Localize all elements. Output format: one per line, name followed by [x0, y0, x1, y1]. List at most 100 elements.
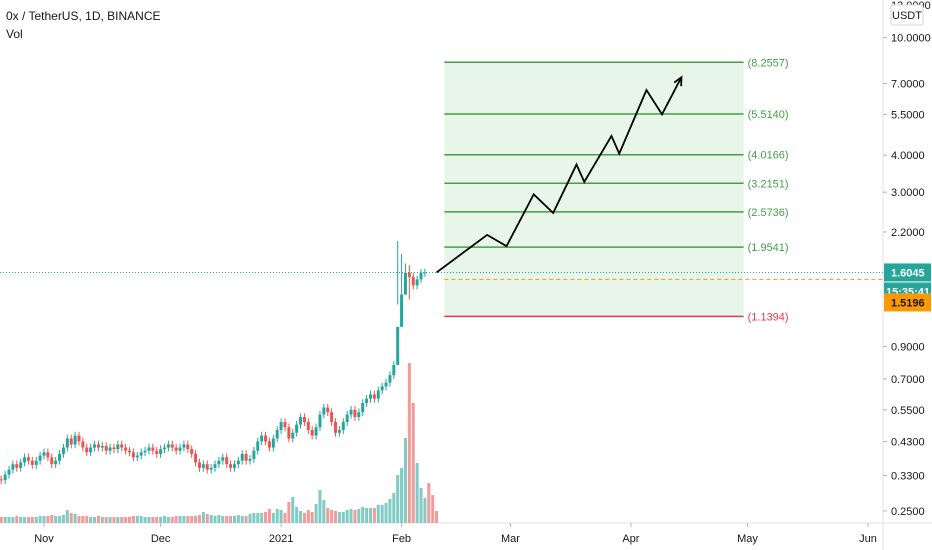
volume-bar [435, 511, 439, 523]
volume-bar [69, 513, 73, 523]
candle-body [77, 435, 81, 442]
projection-polyline [436, 76, 683, 274]
volume-bar [93, 517, 97, 523]
volume-bar [174, 516, 178, 523]
volume-bar [248, 514, 252, 523]
candle-body [124, 447, 128, 451]
volume-bar [252, 513, 256, 523]
currency-badge[interactable] [890, 4, 924, 26]
candle-body [190, 449, 194, 454]
volume-bar [124, 517, 128, 523]
candle-body [388, 375, 392, 383]
volume-bar [151, 517, 155, 523]
candle-body [96, 444, 100, 448]
volume-bar [291, 497, 295, 523]
volume-bar [112, 517, 116, 523]
volume-bar [388, 499, 392, 523]
volume-bar [104, 517, 108, 523]
candle-body [419, 272, 423, 280]
volume-bar [326, 508, 330, 523]
volume-bar [201, 512, 205, 523]
volume-bar [85, 516, 89, 523]
time-tick-label: Dec [151, 533, 171, 545]
candle-body [128, 450, 132, 453]
volume-bar [162, 516, 166, 523]
stop-level-label: (1.1394) [748, 311, 789, 323]
price-tick-label: 10.0000 [891, 33, 931, 45]
volume-bar [415, 463, 419, 523]
volume-bar [128, 517, 132, 523]
volume-bar [15, 516, 19, 523]
volume-bar [100, 517, 104, 523]
candle-body [135, 455, 139, 458]
symbol-title[interactable]: 0x / TetherUS, 1D, BINANCE [6, 9, 161, 23]
volume-bar [3, 517, 7, 523]
volume-bar [159, 517, 163, 523]
volume-bar [0, 517, 3, 523]
candle-body [240, 453, 244, 461]
candle-body [54, 460, 58, 465]
volume-bar [50, 515, 54, 523]
volume-bar [244, 516, 248, 523]
candle-body [256, 441, 260, 451]
volume-bar [260, 513, 264, 523]
time-axis[interactable]: Nov Dec 2021 Feb Mar Apr May Jun [34, 523, 877, 545]
volume-bar [26, 517, 30, 523]
projection-path[interactable] [436, 75, 683, 274]
volume-bar [392, 493, 396, 523]
candle-body [221, 457, 225, 461]
volume-bar [182, 516, 186, 523]
price-axis[interactable]: 10.0000 7.0000 5.5000 4.0000 3.0000 2.2000 0.9… [883, 33, 931, 518]
candle-body [283, 422, 287, 428]
candle-body [396, 326, 400, 366]
volume-bar [30, 517, 34, 523]
candle-body [69, 438, 73, 445]
candle-body [151, 447, 155, 451]
volume-bar [419, 488, 423, 523]
candle-body [186, 444, 190, 450]
candle-body [58, 453, 62, 461]
candle-body [213, 464, 217, 468]
volume-bar [58, 516, 62, 523]
price-tick-label: 0.7000 [891, 374, 925, 386]
volume-bar [267, 509, 271, 523]
volume-bar [213, 516, 217, 523]
projection-arrowhead [673, 75, 683, 87]
candle-body [155, 450, 159, 454]
candle-body [361, 403, 365, 413]
candle-body [264, 435, 268, 442]
price-tick-label: 5.5000 [891, 109, 925, 121]
candle-body [318, 414, 322, 428]
target-level-label: (3.2151) [748, 178, 789, 190]
candle-body [30, 460, 34, 465]
candle-body [407, 272, 411, 277]
profit-zone [444, 62, 744, 317]
volume-bar [229, 516, 233, 523]
candle-body [236, 460, 240, 465]
volume-bar [155, 517, 159, 523]
candle-body [108, 447, 112, 451]
volume-bar [256, 513, 260, 523]
candle-body [345, 414, 349, 423]
time-tick-label: Jun [859, 533, 877, 545]
volume-bar [209, 515, 213, 523]
volume-indicator-label[interactable]: Vol [6, 27, 23, 41]
volume-bar [330, 510, 334, 523]
volume-bar [46, 516, 50, 523]
price-tick-label: 0.4300 [891, 436, 925, 448]
volume-bar [431, 495, 435, 523]
candle-body [197, 462, 201, 468]
candle-body [166, 444, 170, 448]
volume-bar [407, 363, 411, 523]
volume-bar [353, 510, 357, 523]
volume-bar [310, 512, 314, 523]
target-level-label: (4.0166) [748, 150, 789, 162]
target-levels[interactable]: (8.2557) (5.5140) (4.0166) (3.2151) (2.5736)… [444, 57, 789, 323]
candle-body [89, 447, 93, 453]
candle-body [326, 407, 330, 413]
volume-bar [143, 517, 147, 523]
volume-bar [349, 509, 353, 523]
volume-bar [275, 509, 279, 523]
